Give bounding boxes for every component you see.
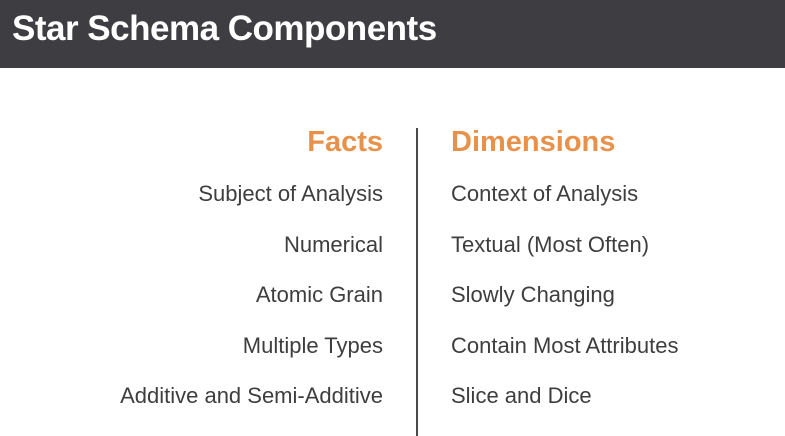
dimensions-item: Slice and Dice (451, 383, 592, 408)
dimensions-item: Context of Analysis (451, 181, 639, 206)
facts-item: Numerical (283, 231, 383, 257)
facts-column: Facts Subject of Analysis Numerical Atom… (120, 124, 383, 434)
dimensions-item: Contain Most Attributes (451, 332, 679, 358)
slide-title: Star Schema Components (12, 9, 437, 48)
dimensions-item: Textual (Most Often) (451, 231, 650, 257)
title-bar: Star Schema Components (0, 0, 785, 68)
facts-item: Additive and Semi-Additive (120, 383, 383, 408)
dimensions-item: Slowly Changing (451, 282, 615, 307)
facts-heading: Facts (307, 126, 383, 158)
column-divider (416, 128, 418, 436)
facts-item: Atomic Grain (255, 282, 383, 307)
facts-item: Subject of Analysis (198, 181, 383, 206)
dimensions-column: Dimensions Context of Analysis Textual (… (451, 124, 678, 434)
facts-item: Multiple Types (242, 332, 383, 358)
facts-list: Subject of Analysis Numerical Atomic Gra… (120, 181, 383, 434)
dimensions-heading: Dimensions (451, 126, 616, 158)
dimensions-list: Context of Analysis Textual (Most Often)… (451, 181, 678, 434)
